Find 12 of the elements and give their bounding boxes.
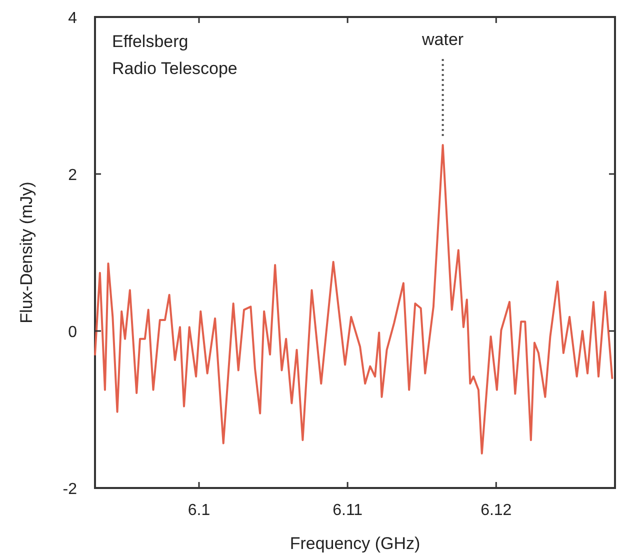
- y-tick-label: 2: [68, 167, 78, 184]
- annotation: water: [421, 30, 464, 49]
- x-axis-title: Frequency (GHz): [290, 534, 420, 553]
- y-tick-label: 0: [68, 324, 78, 341]
- x-tick-label: 6.1: [188, 502, 210, 519]
- annotation: Effelsberg Radio Telescope: [112, 32, 238, 78]
- x-tick-label: 6.12: [480, 502, 512, 519]
- y-tick-label: -2: [62, 481, 78, 498]
- x-tick-label: 6.11: [332, 502, 363, 519]
- line-series: [94, 144, 614, 454]
- y-axis-title: Flux-Density (mJy): [17, 182, 36, 324]
- y-tick-label: 4: [68, 10, 78, 27]
